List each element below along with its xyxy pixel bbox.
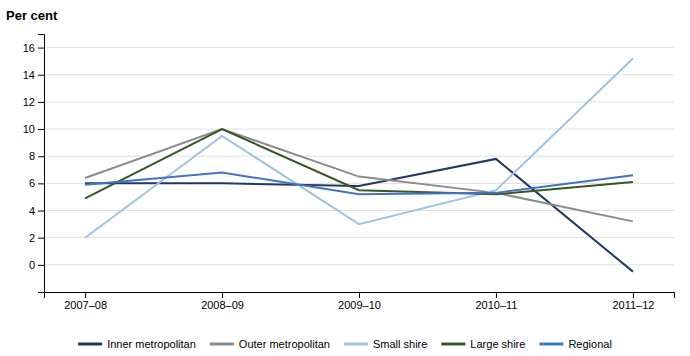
- tick-mark: [38, 183, 44, 184]
- y-axis: 0 2 4 6 8 10 12 14 16: [23, 35, 45, 293]
- grid-line: [44, 47, 674, 48]
- legend-label: Inner metropolitan: [107, 338, 196, 350]
- tick-mark: [633, 292, 634, 298]
- tick: 2010–11: [475, 292, 517, 311]
- legend-item: Inner metropolitan: [78, 338, 196, 350]
- tick-mark: [38, 156, 44, 157]
- tick-label: 12: [23, 96, 35, 108]
- axis-line: [38, 35, 45, 293]
- tick-mark: [359, 292, 360, 298]
- series-line: [85, 173, 633, 195]
- legend-item: Large shire: [441, 338, 525, 350]
- grid: [44, 48, 674, 265]
- tick-label: 4: [29, 205, 35, 217]
- tick: 14: [23, 69, 44, 81]
- tick: 16: [23, 42, 44, 54]
- grid-line: [44, 74, 674, 75]
- tick-label: 2: [29, 232, 35, 244]
- tick-label: 6: [29, 177, 35, 189]
- tick-label: 2010–11: [475, 299, 517, 311]
- tick-mark: [85, 292, 86, 298]
- tick-label: 16: [23, 42, 35, 54]
- tick-mark: [38, 75, 44, 76]
- legend-label: Small shire: [373, 338, 427, 350]
- chart: 0 2 4 6 8 10 12 14 16 2007–08 2008–09 2009–10 2010–1…: [0, 0, 690, 356]
- series-line: [85, 129, 633, 198]
- legend-item: Outer metropolitan: [210, 338, 330, 350]
- legend-swatch: [441, 343, 465, 346]
- legend-swatch: [344, 343, 368, 346]
- tick: 4: [29, 205, 44, 217]
- tick-mark: [38, 102, 44, 103]
- tick: 0: [29, 259, 44, 271]
- series-line: [85, 58, 633, 237]
- tick: 6: [29, 177, 44, 189]
- x-axis: 2007–08 2008–09 2009–10 2010–11 2011–12: [45, 292, 675, 311]
- grid-line: [44, 101, 674, 102]
- legend: Inner metropolitan Outer metropolitan Smal…: [78, 338, 612, 350]
- grid-line: [44, 237, 674, 238]
- tick-label: 2009–10: [338, 299, 381, 311]
- legend-label: Large shire: [470, 338, 525, 350]
- tick-label: 0: [29, 259, 35, 271]
- tick-label: 14: [23, 69, 35, 81]
- tick-mark: [496, 292, 497, 298]
- tick-label: 10: [23, 123, 35, 135]
- legend-swatch: [210, 343, 234, 346]
- tick-label: 2008–09: [201, 299, 244, 311]
- legend-label: Outer metropolitan: [239, 338, 330, 350]
- tick-mark: [38, 129, 44, 130]
- tick: 2008–09: [201, 292, 244, 311]
- legend-label: Regional: [568, 338, 611, 350]
- tick-label: 2007–08: [64, 299, 107, 311]
- axis-line: [45, 293, 675, 299]
- tick: 12: [23, 96, 44, 108]
- grid-line: [44, 129, 674, 130]
- tick-mark: [222, 292, 223, 298]
- tick: 2011–12: [612, 292, 654, 311]
- legend-swatch: [78, 343, 102, 346]
- tick: 2007–08: [64, 292, 107, 311]
- tick-mark: [38, 238, 44, 239]
- tick: 2: [29, 232, 44, 244]
- tick: 10: [23, 123, 44, 135]
- plot: 0 2 4 6 8 10 12 14 16 2007–08 2008–09 2009–10 2010–1…: [23, 35, 675, 311]
- legend-swatch: [539, 343, 563, 346]
- tick-mark: [38, 48, 44, 49]
- legend-item: Small shire: [344, 338, 427, 350]
- tick: 8: [29, 150, 44, 162]
- legend-item: Regional: [539, 338, 611, 350]
- tick-label: 2011–12: [612, 299, 654, 311]
- y-axis-title: Per cent: [6, 8, 58, 23]
- tick: 2009–10: [338, 292, 381, 311]
- series-line: [85, 129, 633, 221]
- tick-mark: [38, 265, 44, 266]
- tick-label: 8: [29, 150, 35, 162]
- series-group: [85, 58, 633, 271]
- grid-line: [44, 264, 674, 265]
- tick-mark: [38, 211, 44, 212]
- grid-line: [44, 156, 674, 157]
